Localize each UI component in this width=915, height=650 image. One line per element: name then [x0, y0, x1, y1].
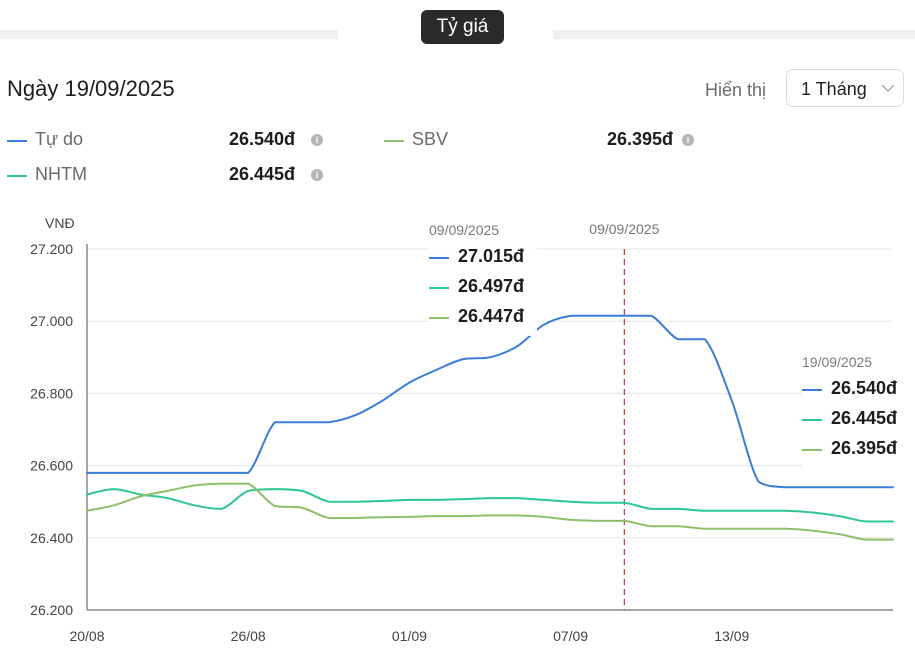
y-tick-label: 26.600: [30, 458, 73, 474]
tooltip-swatch: [802, 419, 822, 421]
y-axis-label: VNĐ: [45, 215, 75, 231]
tooltip-date: 19/09/2025: [802, 354, 873, 370]
legend-value: 26.395đ: [607, 129, 674, 149]
period-select[interactable]: 1 Tháng: [786, 69, 904, 107]
legend-name: Tự do: [35, 129, 84, 149]
tooltip-swatch: [802, 389, 822, 391]
tooltip-swatch: [802, 449, 822, 451]
period-select-value: 1 Tháng: [801, 79, 867, 99]
page-title: Ngày 19/09/2025: [7, 76, 175, 101]
y-tick-label: 26.400: [30, 530, 73, 546]
tooltip-value: 26.497đ: [458, 276, 525, 296]
tooltip-value: 27.015đ: [458, 246, 525, 266]
info-icon[interactable]: i: [682, 134, 694, 146]
tab-exchange-rate[interactable]: Tỷ giá: [421, 10, 504, 44]
tooltip-row: 26.445đ: [802, 408, 912, 438]
tooltip-swatch: [429, 287, 449, 289]
legend-item-tu-do[interactable]: Tự do 26.540đ i: [7, 129, 327, 153]
tooltip-row: 26.395đ: [802, 438, 912, 468]
tooltip-hover: 09/09/2025 27.015đ 26.497đ 26.447đ: [429, 222, 537, 336]
y-tick-label: 26.800: [30, 385, 73, 401]
legend-item-nhtm[interactable]: NHTM 26.445đ i: [7, 164, 327, 188]
display-label: Hiển thị: [705, 80, 767, 100]
tooltip-date: 09/09/2025: [429, 222, 500, 238]
series-line: [86, 488, 894, 523]
legend-swatch-sbv: [384, 140, 404, 142]
series-line: [86, 314, 894, 489]
tooltip-value: 26.445đ: [831, 408, 898, 428]
x-tick-label: 07/09: [553, 628, 588, 644]
y-tick-label: 27.000: [30, 313, 73, 329]
legend-name: SBV: [412, 129, 449, 149]
header-separator-left: [0, 30, 338, 39]
tooltip-value: 26.395đ: [831, 438, 898, 458]
legend-value: 26.540đ: [229, 129, 296, 149]
tooltip-value: 26.540đ: [831, 378, 898, 398]
y-tick-label: 26.200: [30, 602, 73, 618]
x-tick-label: 26/08: [231, 628, 266, 644]
tooltip-swatch: [429, 317, 449, 319]
y-tick-label: 27.200: [30, 241, 73, 257]
tooltip-value: 26.447đ: [458, 306, 525, 326]
legend-swatch-tu-do: [7, 140, 27, 142]
info-icon[interactable]: i: [311, 169, 323, 181]
tooltip-end: 19/09/2025 26.540đ 26.445đ 26.395đ: [802, 354, 912, 468]
legend-swatch-nhtm: [7, 175, 27, 177]
header-separator-right: [553, 30, 915, 39]
chevron-down-icon: [881, 84, 895, 93]
x-tick-label: 13/09: [714, 628, 749, 644]
tooltip-row: 26.540đ: [802, 378, 912, 408]
tooltip-row: 26.447đ: [429, 306, 537, 336]
tooltip-row: 26.497đ: [429, 276, 537, 306]
tooltip-row: 27.015đ: [429, 246, 537, 276]
x-tick-label: 20/08: [69, 628, 104, 644]
info-icon[interactable]: i: [311, 134, 323, 146]
legend-item-sbv[interactable]: SBV 26.395đ i: [384, 129, 704, 153]
x-tick-label: 01/09: [392, 628, 427, 644]
series-line: [86, 482, 894, 541]
highlight-date-label: 09/09/2025: [589, 221, 659, 237]
legend-name: NHTM: [35, 164, 87, 184]
tooltip-swatch: [429, 257, 449, 259]
legend-value: 26.445đ: [229, 164, 296, 184]
